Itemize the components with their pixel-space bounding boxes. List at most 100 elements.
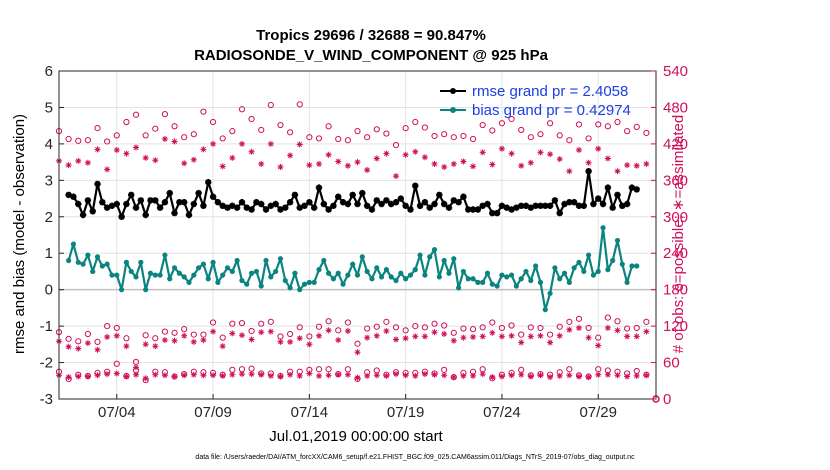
y-axis-label: rmse and bias (model - observation): [11, 114, 28, 354]
obs-possible-marker: [142, 332, 149, 339]
obs-assimilated-marker: [229, 330, 236, 337]
obs-assimilated-marker: [614, 372, 621, 379]
bias-point: [263, 257, 269, 264]
obs-assimilated-marker: [161, 337, 168, 344]
rmse-point: [152, 197, 159, 204]
y2-tick-label: 0: [663, 391, 671, 408]
obs-assimilated-marker: [190, 371, 197, 378]
obs-possible-marker: [306, 333, 313, 340]
rmse-point: [123, 200, 130, 208]
rmse-point: [306, 199, 313, 206]
obs-assimilated-marker: [373, 332, 380, 339]
rmse-point: [436, 191, 443, 199]
legend-rmse-marker: [450, 88, 456, 94]
bias-point: [239, 277, 245, 284]
obs-possible-marker: [373, 323, 380, 330]
chart-title: Tropics 29696 / 32688 = 90.847%: [256, 27, 486, 44]
bias-point: [422, 272, 428, 278]
bias-point: [619, 261, 625, 267]
rmse-point: [450, 197, 457, 204]
rmse-point: [113, 200, 120, 208]
bias-point: [234, 257, 240, 264]
obs-assimilated-marker: [104, 334, 111, 340]
y2-axis-label: # of obs: o=possible; ∗=assimilated: [670, 115, 687, 354]
rmse-point: [195, 189, 202, 197]
obs-assimilated-marker: [200, 337, 207, 344]
bias-point: [393, 277, 399, 284]
legend-rmse-label: rmse grand pr = 2.4058: [472, 83, 628, 100]
rmse-point: [532, 202, 539, 209]
obs-assimilated-marker: [219, 163, 226, 170]
obs-assimilated-marker: [248, 148, 255, 155]
obs-possible-marker: [219, 135, 226, 142]
obs-assimilated-marker: [239, 332, 245, 339]
obs-possible-marker: [624, 325, 631, 332]
obs-possible-marker: [643, 318, 650, 325]
bias-point: [104, 261, 110, 267]
bias-point: [273, 268, 279, 275]
bias-point: [561, 270, 568, 276]
obs-assimilated-marker: [229, 371, 236, 378]
bias-point: [518, 276, 524, 282]
obs-possible-marker: [441, 131, 448, 138]
obs-possible-marker: [624, 128, 631, 135]
obs-possible-marker: [65, 135, 72, 143]
obs-assimilated-marker: [344, 162, 351, 169]
obs-assimilated-marker: [364, 334, 371, 341]
bias-point: [335, 270, 341, 276]
obs-possible-marker: [209, 118, 217, 126]
obs-possible-marker: [498, 324, 506, 332]
obs-assimilated-marker: [152, 371, 159, 378]
rmse-point: [383, 197, 390, 204]
rmse-point: [262, 206, 270, 213]
obs-possible-marker: [643, 129, 650, 137]
obs-possible-marker: [479, 121, 486, 129]
obs-possible-marker: [392, 142, 400, 149]
bias-point: [229, 268, 235, 275]
bias-point: [595, 268, 601, 275]
obs-assimilated-marker: [527, 333, 534, 340]
obs-assimilated-marker: [171, 337, 178, 344]
obs-possible-marker: [566, 366, 573, 373]
rmse-point: [171, 209, 178, 217]
chart-subtitle: RADIOSONDE_V_WIND_COMPONENT @ 925 hPa: [194, 47, 549, 64]
obs-assimilated-marker: [421, 333, 428, 340]
obs-assimilated-marker: [470, 372, 476, 379]
bias-point: [436, 274, 442, 280]
obs-possible-marker: [585, 324, 592, 332]
obs-possible-marker: [132, 358, 140, 366]
obs-assimilated-marker: [258, 329, 265, 336]
bias-point: [369, 276, 375, 282]
bias-point: [364, 268, 370, 275]
obs-assimilated-marker: [267, 140, 274, 147]
rmse-point: [229, 202, 236, 209]
obs-possible-marker: [219, 334, 226, 341]
obs-assimilated-marker: [518, 371, 525, 378]
rmse-point: [431, 200, 438, 208]
obs-assimilated-marker: [190, 156, 197, 163]
obs-possible-marker: [633, 367, 640, 375]
bias-point: [186, 279, 192, 285]
bias-point: [585, 252, 592, 258]
obs-possible-marker: [248, 115, 255, 123]
bias-point: [484, 270, 491, 276]
rmse-point: [286, 199, 294, 206]
bias-point: [191, 272, 197, 278]
bias-point: [70, 241, 77, 247]
obs-assimilated-marker: [441, 164, 448, 170]
obs-assimilated-marker: [508, 372, 515, 379]
obs-assimilated-marker: [219, 343, 226, 350]
rmse-point: [503, 204, 510, 211]
bias-point: [547, 290, 553, 296]
rmse-point: [460, 193, 467, 200]
bias-point: [215, 279, 221, 285]
bias-point: [456, 285, 462, 291]
rmse-point: [580, 202, 587, 209]
rmse-point: [320, 200, 327, 208]
bias-point: [513, 283, 519, 289]
bias-point: [480, 279, 486, 285]
bias-point: [441, 257, 447, 264]
obs-possible-marker: [200, 331, 207, 338]
obs-assimilated-marker: [479, 371, 486, 378]
